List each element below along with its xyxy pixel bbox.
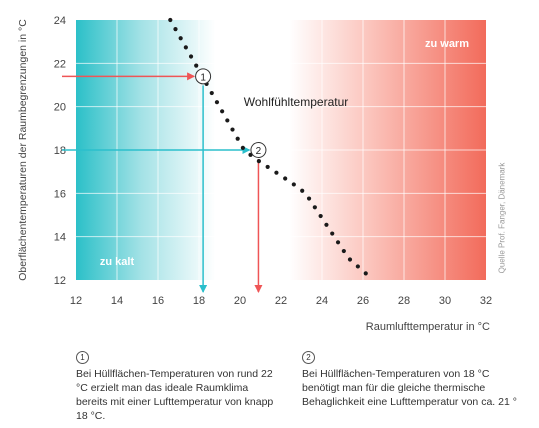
y-tick-label: 24 [54, 15, 66, 27]
x-tick-label: 26 [357, 295, 369, 307]
comfort-line-dot [183, 45, 188, 50]
x-tick-label: 12 [70, 295, 82, 307]
comfort-line-dot [335, 240, 341, 245]
series-label: Wohlfühltemperatur [244, 95, 349, 109]
y-tick-label: 14 [54, 232, 66, 244]
y-tick-label: 22 [54, 58, 66, 70]
comfort-line-dot [194, 63, 199, 68]
comfort-line-dot [209, 90, 214, 96]
comfort-line-dot [306, 196, 312, 201]
y-tick-labels: 12 14 16 18 20 22 24 [54, 15, 66, 287]
x-tick-label: 20 [234, 295, 246, 307]
marker-circle [250, 142, 267, 158]
comfort-line-dot [291, 182, 296, 187]
comfort-line-dot [274, 170, 279, 175]
comfort-line-dot [188, 54, 194, 59]
x-axis-title: Raumlufttemperatur in °C [365, 321, 490, 333]
markers: 12 [195, 68, 267, 158]
source-note-text: Quelle Prof. Fanger, Dänemark [497, 162, 507, 274]
comfort-line-dot [235, 136, 240, 141]
comfort-line-dot [173, 27, 178, 32]
x-tick-label: 18 [193, 295, 205, 307]
comfort-line-dot [230, 127, 235, 132]
region-label-cold: zu kalt [100, 256, 135, 268]
comfort-line-dot [240, 145, 245, 150]
comfort-line-dot [318, 213, 323, 219]
comfort-line-dot [168, 17, 173, 23]
y-tick-label: 12 [54, 275, 66, 287]
x-tick-label: 16 [152, 295, 164, 307]
comfort-line-dot [220, 109, 225, 114]
x-tick-label: 32 [480, 295, 492, 307]
y-tick-label: 18 [54, 145, 66, 157]
comfort-line-dot [256, 159, 261, 164]
y-tick-label: 20 [54, 102, 66, 114]
comfort-line-dot [283, 176, 288, 181]
footnote-2-number: 2 [302, 351, 315, 364]
footnote-1: 1 Bei Hüllflächen-Temperaturen von rund … [76, 350, 276, 423]
x-tick-label: 22 [275, 295, 287, 307]
comfort-line-dot [355, 264, 360, 269]
footnote-1-text: Bei Hüllflächen-Temperaturen von rund 22… [76, 368, 274, 422]
marker-circle [195, 68, 212, 85]
region-label-warm: zu warm [425, 38, 469, 50]
comfort-line-dot [363, 271, 368, 276]
comfort-line-dot [341, 248, 346, 254]
marker-number: 2 [256, 146, 262, 157]
footnote-2: 2 Bei Hüllflächen-Temperaturen von 18 °C… [302, 350, 522, 409]
y-tick-label: 16 [54, 188, 66, 200]
footnote-1-number: 1 [76, 351, 89, 364]
comfort-line-dot [347, 257, 353, 262]
x-tick-label: 14 [111, 295, 123, 307]
guide-arrows [62, 72, 263, 293]
x-tick-label: 28 [398, 295, 410, 307]
comfort-line-dot [330, 231, 335, 236]
comfort-line-dot [178, 36, 183, 41]
comfort-line-dot [300, 188, 305, 193]
comfort-line-dot [312, 205, 317, 210]
y-axis-title-text: Oberflächentemperaturen der Raumbegrenzu… [17, 19, 29, 281]
x-tick-label: 24 [316, 295, 328, 307]
comfort-line-dot [265, 164, 270, 170]
footnote-2-text: Bei Hüllflächen-Temperaturen von 18 °C b… [302, 368, 517, 408]
marker-number: 1 [200, 72, 206, 83]
x-tick-label: 30 [439, 295, 451, 307]
comfort-line-dot [324, 222, 329, 227]
comfort-line-dot [214, 100, 220, 105]
x-tick-labels: 12 14 16 18 20 22 24 26 28 30 32 [70, 295, 492, 307]
comfort-line-dot [225, 118, 230, 123]
